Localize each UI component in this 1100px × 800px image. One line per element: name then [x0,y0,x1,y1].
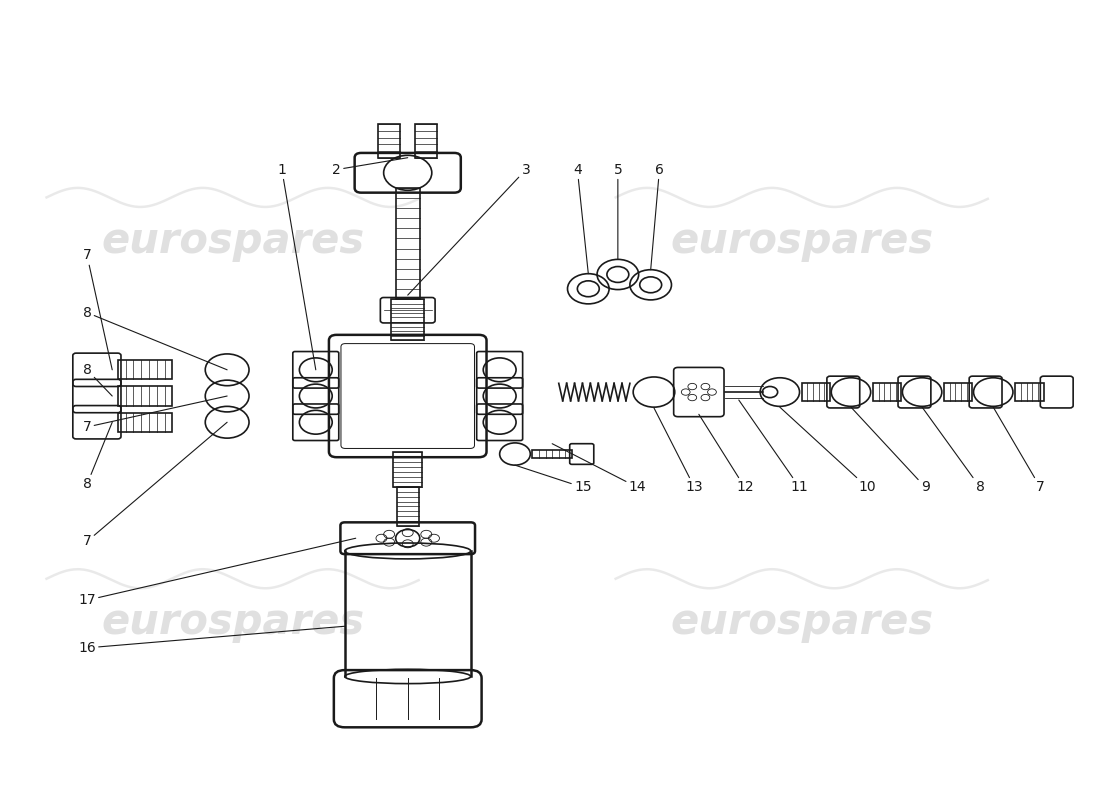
Text: 11: 11 [739,400,808,494]
Bar [944,383,972,401]
Text: 15: 15 [515,465,592,494]
Text: 14: 14 [552,444,647,494]
Text: eurospares: eurospares [670,602,933,643]
Bar [397,487,419,526]
Bar [392,299,425,341]
Text: 7: 7 [82,422,227,549]
Text: 8: 8 [82,306,227,370]
Bar [396,188,420,299]
Text: 12: 12 [698,414,754,494]
Text: 9: 9 [851,407,929,494]
Text: 16: 16 [78,626,344,655]
Bar [394,452,422,487]
Text: 8: 8 [922,407,984,494]
Bar [532,450,572,458]
Bar [118,413,173,432]
Bar [416,124,438,158]
Text: 1: 1 [277,162,316,370]
Text: eurospares: eurospares [670,220,933,262]
Text: 4: 4 [573,162,588,274]
Text: 5: 5 [614,162,623,259]
Text: 8: 8 [82,363,112,396]
Text: 6: 6 [651,162,664,270]
Text: 13: 13 [654,408,703,494]
Bar [1015,383,1044,401]
Bar [802,383,830,401]
Text: 3: 3 [408,162,530,295]
Bar [118,360,173,379]
Bar [118,386,173,406]
Bar [378,124,400,158]
Text: 17: 17 [78,538,355,607]
Text: 7: 7 [993,407,1045,494]
Text: 2: 2 [332,158,408,177]
Bar [873,383,901,401]
Text: 8: 8 [82,422,112,491]
Text: eurospares: eurospares [101,220,364,262]
Text: 7: 7 [82,396,227,434]
Text: 7: 7 [82,249,112,370]
Text: eurospares: eurospares [101,602,364,643]
Text: 10: 10 [780,407,877,494]
